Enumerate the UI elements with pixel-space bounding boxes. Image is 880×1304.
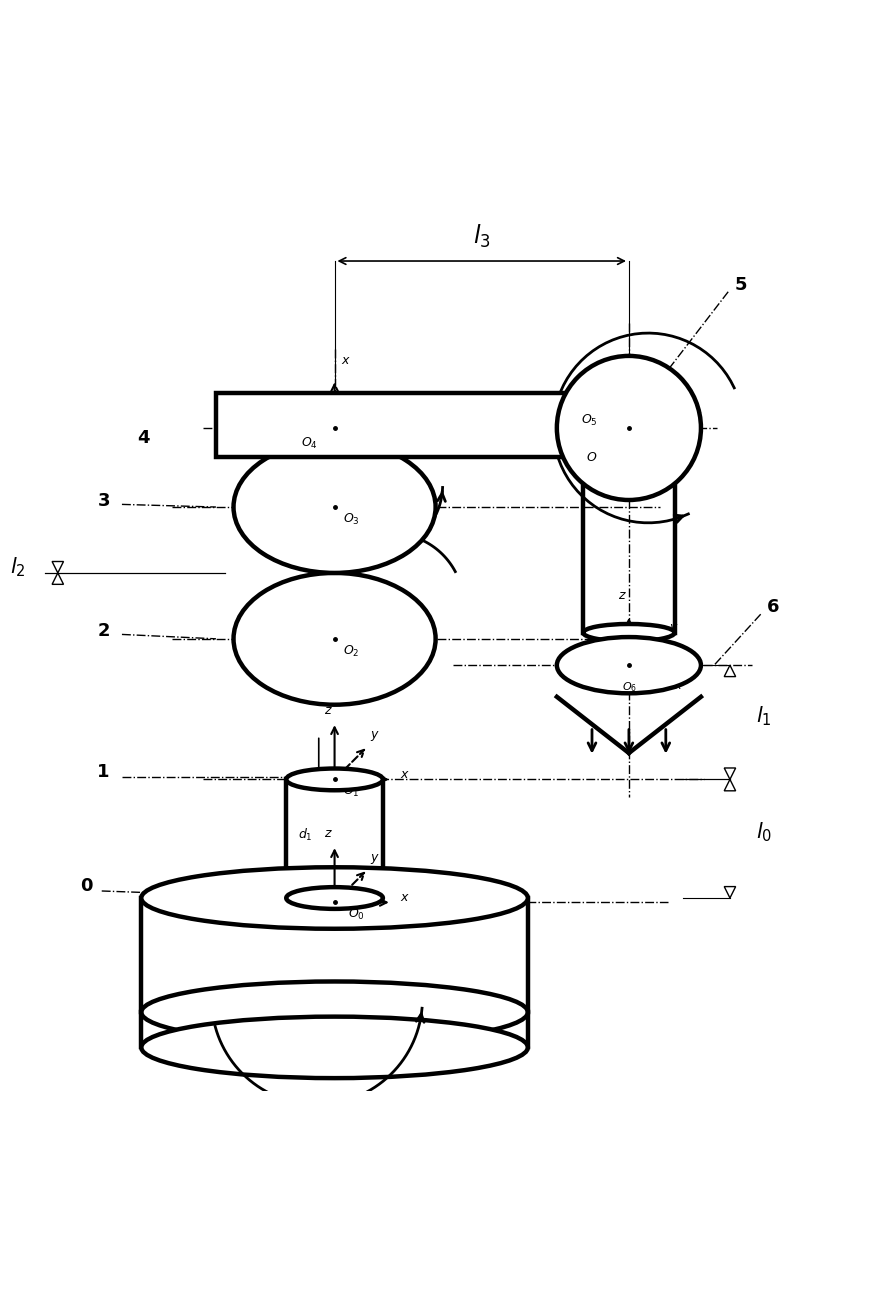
- Text: $O_2$: $O_2$: [343, 644, 360, 659]
- Text: x: x: [343, 563, 351, 576]
- Text: z: z: [375, 664, 381, 677]
- Text: x: x: [693, 409, 700, 422]
- Text: 0: 0: [80, 878, 92, 895]
- Ellipse shape: [286, 768, 383, 790]
- Text: y: y: [669, 621, 676, 634]
- Text: $O_0$: $O_0$: [348, 908, 364, 922]
- Text: 3: 3: [98, 492, 110, 510]
- Text: 2: 2: [98, 622, 110, 640]
- Text: $l_3$: $l_3$: [473, 223, 490, 249]
- Ellipse shape: [233, 572, 436, 704]
- Ellipse shape: [142, 982, 528, 1043]
- Text: z: z: [619, 589, 625, 602]
- Text: y: y: [258, 627, 266, 640]
- Text: x: x: [343, 432, 351, 445]
- Ellipse shape: [583, 449, 675, 466]
- Ellipse shape: [286, 887, 383, 909]
- Ellipse shape: [142, 1017, 528, 1078]
- Ellipse shape: [583, 625, 675, 642]
- Text: $d_1$: $d_1$: [297, 827, 312, 844]
- Text: 5: 5: [734, 276, 747, 293]
- Ellipse shape: [233, 441, 436, 572]
- Text: $O_3$: $O_3$: [343, 512, 360, 527]
- Text: 1: 1: [98, 763, 110, 781]
- Text: $l_2$: $l_2$: [11, 556, 26, 579]
- Ellipse shape: [557, 638, 701, 694]
- Bar: [216, 393, 647, 456]
- Text: y: y: [613, 352, 620, 365]
- Text: y: y: [370, 728, 378, 741]
- Text: $O_4$: $O_4$: [301, 437, 318, 451]
- Text: $l_0$: $l_0$: [756, 820, 773, 844]
- Text: $O_1$: $O_1$: [343, 784, 360, 799]
- Text: z: z: [324, 827, 331, 840]
- Text: x: x: [675, 681, 681, 691]
- Text: $O_6$: $O_6$: [622, 679, 637, 694]
- Text: z: z: [400, 409, 407, 422]
- Text: 6: 6: [766, 599, 780, 617]
- Text: y: y: [370, 454, 378, 467]
- Text: x: x: [341, 353, 349, 366]
- Text: y: y: [370, 852, 378, 865]
- Text: y: y: [258, 496, 266, 509]
- Text: z: z: [664, 459, 671, 472]
- Ellipse shape: [142, 867, 528, 928]
- Text: z: z: [375, 532, 381, 545]
- Text: $l_1$: $l_1$: [756, 704, 772, 728]
- Text: $O_5$: $O_5$: [581, 412, 598, 428]
- Text: x: x: [400, 768, 407, 781]
- Text: x: x: [400, 891, 407, 904]
- Ellipse shape: [557, 356, 701, 499]
- Text: 4: 4: [137, 429, 150, 447]
- Text: z: z: [324, 703, 331, 716]
- Text: O: O: [587, 451, 597, 464]
